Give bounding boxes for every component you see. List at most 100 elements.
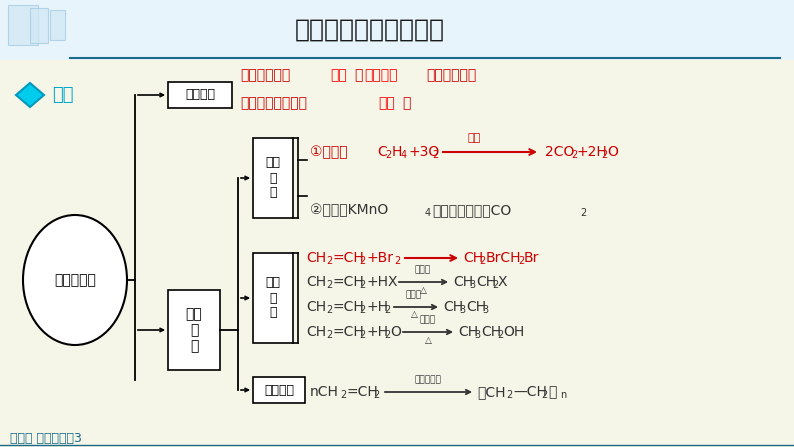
Text: ②使酸性KMnO: ②使酸性KMnO bbox=[310, 203, 388, 217]
Text: O: O bbox=[607, 145, 618, 159]
Text: CH: CH bbox=[476, 275, 496, 289]
Text: 2: 2 bbox=[506, 390, 512, 400]
Text: +3O: +3O bbox=[408, 145, 439, 159]
Text: OH: OH bbox=[503, 325, 524, 339]
Text: 无色: 无色 bbox=[330, 68, 347, 82]
Text: 2: 2 bbox=[518, 256, 524, 266]
Text: 2: 2 bbox=[359, 330, 365, 340]
Text: 物理性质: 物理性质 bbox=[185, 89, 215, 101]
Text: 2: 2 bbox=[601, 150, 607, 160]
Text: CH: CH bbox=[306, 251, 326, 265]
Text: △: △ bbox=[425, 336, 431, 345]
Text: △: △ bbox=[419, 286, 426, 295]
Text: 2: 2 bbox=[359, 280, 365, 290]
Text: X: X bbox=[498, 275, 507, 289]
Text: 催化剂: 催化剂 bbox=[415, 266, 431, 274]
Text: CH: CH bbox=[306, 300, 326, 314]
Text: 2: 2 bbox=[580, 208, 586, 218]
Text: BrCH: BrCH bbox=[486, 251, 522, 265]
Polygon shape bbox=[16, 83, 44, 107]
FancyBboxPatch shape bbox=[50, 10, 65, 40]
Text: CH: CH bbox=[458, 325, 478, 339]
Text: +2H: +2H bbox=[577, 145, 607, 159]
Text: 稍有气味: 稍有气味 bbox=[364, 68, 398, 82]
Text: 人教版 选择性必修3: 人教版 选择性必修3 bbox=[10, 431, 82, 444]
Text: 2: 2 bbox=[479, 256, 485, 266]
Text: 2: 2 bbox=[340, 390, 346, 400]
Text: 4: 4 bbox=[401, 150, 407, 160]
Text: =CH: =CH bbox=[347, 385, 379, 399]
Text: +H: +H bbox=[366, 300, 388, 314]
Text: 2: 2 bbox=[571, 150, 577, 160]
Text: 3: 3 bbox=[459, 305, 465, 315]
Text: n: n bbox=[560, 390, 566, 400]
FancyBboxPatch shape bbox=[8, 5, 38, 45]
Text: 加成
反
应: 加成 反 应 bbox=[265, 277, 280, 320]
Text: 2: 2 bbox=[432, 150, 438, 160]
Text: 4: 4 bbox=[425, 208, 431, 218]
Text: =CH: =CH bbox=[333, 300, 364, 314]
Text: =CH: =CH bbox=[333, 325, 364, 339]
Text: 2: 2 bbox=[384, 305, 390, 315]
Text: 2: 2 bbox=[541, 390, 547, 400]
Text: CH: CH bbox=[306, 275, 326, 289]
Text: CH: CH bbox=[466, 300, 486, 314]
Text: 催化剂: 催化剂 bbox=[406, 291, 422, 299]
Text: C: C bbox=[377, 145, 387, 159]
Text: 纯净的乙烯为: 纯净的乙烯为 bbox=[240, 68, 291, 82]
Text: —CH: —CH bbox=[513, 385, 547, 399]
Text: nCH: nCH bbox=[310, 385, 339, 399]
Text: +HX: +HX bbox=[366, 275, 398, 289]
Text: 2CO: 2CO bbox=[545, 145, 574, 159]
Text: 2: 2 bbox=[359, 305, 365, 315]
Text: 乙烯: 乙烯 bbox=[52, 86, 74, 104]
Text: 一、烯烃的结构与性质: 一、烯烃的结构与性质 bbox=[295, 18, 445, 42]
Text: 2: 2 bbox=[359, 256, 365, 266]
Text: 的气体，难溶: 的气体，难溶 bbox=[426, 68, 476, 82]
Text: 加聚反应: 加聚反应 bbox=[264, 384, 294, 396]
Text: 略小: 略小 bbox=[378, 96, 395, 110]
Text: 2: 2 bbox=[385, 150, 391, 160]
Text: =CH: =CH bbox=[333, 251, 364, 265]
Text: 2: 2 bbox=[326, 280, 332, 290]
Text: △: △ bbox=[410, 311, 418, 320]
Text: 2: 2 bbox=[497, 330, 503, 340]
Text: 。: 。 bbox=[402, 96, 410, 110]
Text: CH: CH bbox=[306, 325, 326, 339]
FancyBboxPatch shape bbox=[30, 8, 48, 43]
Text: ①可燃性: ①可燃性 bbox=[310, 145, 348, 159]
Text: 氧化
反
应: 氧化 反 应 bbox=[265, 156, 280, 199]
FancyBboxPatch shape bbox=[168, 82, 232, 108]
Text: 2: 2 bbox=[326, 305, 332, 315]
Text: 3: 3 bbox=[474, 330, 480, 340]
FancyBboxPatch shape bbox=[253, 377, 305, 403]
Text: 乙烯的性质: 乙烯的性质 bbox=[54, 273, 96, 287]
Text: H: H bbox=[392, 145, 403, 159]
Text: +Br: +Br bbox=[366, 251, 393, 265]
FancyBboxPatch shape bbox=[253, 253, 293, 343]
Text: ＋: ＋ bbox=[548, 385, 557, 399]
Text: ＋CH: ＋CH bbox=[477, 385, 506, 399]
Text: CH: CH bbox=[453, 275, 473, 289]
Text: CH: CH bbox=[443, 300, 463, 314]
Text: 、: 、 bbox=[354, 68, 362, 82]
Text: 化学
性
质: 化学 性 质 bbox=[186, 307, 202, 353]
Text: CH: CH bbox=[481, 325, 501, 339]
Text: 2: 2 bbox=[394, 256, 400, 266]
Text: 催化剂: 催化剂 bbox=[420, 316, 436, 325]
Text: 3: 3 bbox=[469, 280, 475, 290]
Text: 于水，密度比空气: 于水，密度比空气 bbox=[240, 96, 307, 110]
Text: CH: CH bbox=[463, 251, 483, 265]
FancyBboxPatch shape bbox=[168, 290, 220, 370]
FancyBboxPatch shape bbox=[253, 138, 293, 218]
Text: O: O bbox=[390, 325, 401, 339]
Text: 2: 2 bbox=[384, 330, 390, 340]
Text: 2: 2 bbox=[326, 256, 332, 266]
Text: +H: +H bbox=[366, 325, 388, 339]
Text: 点燃: 点燃 bbox=[468, 133, 480, 143]
Ellipse shape bbox=[23, 215, 127, 345]
Text: =CH: =CH bbox=[333, 275, 364, 289]
Text: 2: 2 bbox=[492, 280, 499, 290]
Text: 溶液褪色，生成CO: 溶液褪色，生成CO bbox=[432, 203, 511, 217]
Text: 3: 3 bbox=[482, 305, 488, 315]
